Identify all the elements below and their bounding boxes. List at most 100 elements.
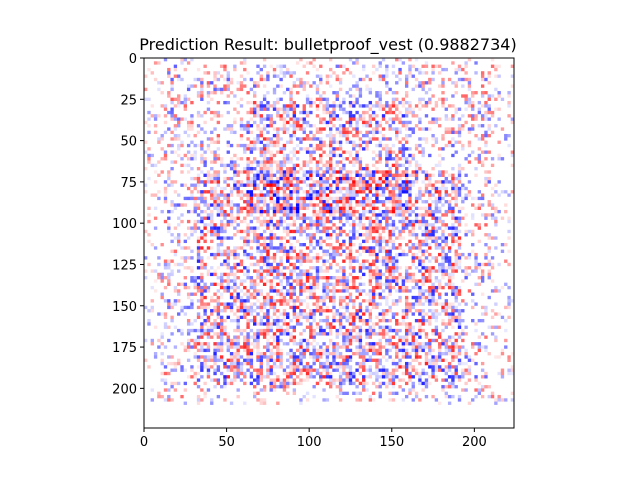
- heatmap-cell: [421, 295, 425, 300]
- heatmap-cell: [223, 170, 227, 174]
- heatmap-cell: [507, 104, 511, 108]
- heatmap-cell: [504, 328, 508, 333]
- heatmap-cell: [305, 348, 310, 353]
- heatmap-cell: [203, 266, 207, 270]
- heatmap-cell: [203, 110, 207, 115]
- heatmap-cell: [477, 153, 482, 158]
- heatmap-cell: [441, 133, 445, 138]
- heatmap-cell: [362, 77, 366, 82]
- heatmap-cell: [246, 266, 250, 270]
- heatmap-cell: [335, 140, 339, 144]
- heatmap-cell: [279, 279, 283, 283]
- heatmap-cell: [358, 77, 363, 82]
- heatmap-cell: [464, 71, 468, 75]
- heatmap-cell: [272, 358, 277, 362]
- heatmap-cell: [434, 361, 439, 366]
- heatmap-cell: [312, 147, 316, 151]
- heatmap-cell: [292, 100, 297, 105]
- heatmap-cell: [262, 193, 267, 197]
- heatmap-cell: [305, 170, 310, 174]
- heatmap-cell: [266, 130, 270, 135]
- heatmap-cell: [325, 153, 330, 158]
- heatmap-cell: [391, 176, 396, 181]
- heatmap-cell: [480, 117, 485, 121]
- heatmap-cell: [348, 322, 353, 326]
- heatmap-cell: [381, 259, 386, 263]
- heatmap-cell: [507, 302, 511, 306]
- heatmap-cell: [315, 239, 320, 244]
- heatmap-cell: [510, 299, 515, 303]
- heatmap-cell: [375, 137, 379, 141]
- heatmap-cell: [302, 147, 306, 151]
- heatmap-cell: [381, 147, 386, 151]
- heatmap-cell: [457, 140, 462, 144]
- heatmap-cell: [223, 127, 227, 131]
- heatmap-cell: [160, 91, 164, 95]
- heatmap-cell: [322, 104, 326, 108]
- heatmap-cell: [315, 276, 320, 280]
- heatmap-cell: [229, 361, 234, 366]
- heatmap-cell: [210, 150, 214, 154]
- heatmap-cell: [355, 100, 359, 105]
- heatmap-cell: [289, 97, 293, 101]
- heatmap-cell: [276, 299, 280, 303]
- heatmap-cell: [342, 110, 346, 115]
- heatmap-cell: [358, 352, 363, 356]
- heatmap-cell: [167, 259, 171, 263]
- heatmap-cell: [153, 269, 158, 273]
- heatmap-cell: [388, 348, 392, 353]
- heatmap-cell: [269, 289, 273, 293]
- heatmap-cell: [352, 315, 356, 320]
- heatmap-cell: [381, 58, 386, 62]
- heatmap-cell: [348, 332, 353, 336]
- heatmap-cell: [312, 219, 316, 224]
- heatmap-cell: [355, 120, 359, 125]
- heatmap-cell: [190, 176, 194, 181]
- heatmap-cell: [335, 226, 339, 230]
- heatmap-cell: [365, 335, 369, 339]
- heatmap-cell: [362, 120, 366, 125]
- heatmap-cell: [276, 100, 280, 105]
- heatmap-cell: [216, 348, 221, 353]
- heatmap-cell: [200, 348, 204, 353]
- heatmap-cell: [474, 256, 478, 260]
- heatmap-cell: [180, 262, 184, 267]
- heatmap-cell: [325, 279, 330, 283]
- heatmap-cell: [305, 203, 310, 207]
- heatmap-cell: [358, 226, 363, 230]
- heatmap-cell: [362, 233, 366, 237]
- heatmap-cell: [329, 206, 333, 211]
- heatmap-cell: [309, 335, 313, 339]
- heatmap-cell: [177, 147, 181, 151]
- heatmap-cell: [487, 233, 491, 237]
- heatmap-cell: [342, 249, 346, 253]
- heatmap-cell: [295, 209, 300, 214]
- heatmap-cell: [358, 180, 363, 184]
- heatmap-cell: [329, 127, 333, 131]
- heatmap-cell: [381, 137, 386, 141]
- heatmap-cell: [160, 104, 164, 108]
- heatmap-cell: [441, 322, 445, 326]
- heatmap-cell: [170, 100, 174, 105]
- heatmap-cell: [358, 137, 363, 141]
- heatmap-cell: [368, 332, 372, 336]
- heatmap-cell: [253, 269, 257, 273]
- heatmap-cell: [302, 259, 306, 263]
- heatmap-cell: [299, 299, 303, 303]
- heatmap-cell: [411, 127, 415, 131]
- heatmap-cell: [223, 325, 227, 329]
- heatmap-cell: [490, 266, 495, 270]
- heatmap-cell: [322, 328, 326, 333]
- heatmap-cell: [286, 180, 290, 184]
- heatmap-cell: [236, 186, 240, 191]
- heatmap-cell: [388, 233, 392, 237]
- heatmap-cell: [200, 322, 204, 326]
- heatmap-cell: [424, 200, 429, 204]
- heatmap-cell: [243, 58, 247, 62]
- heatmap-cell: [180, 282, 184, 286]
- heatmap-cell: [411, 325, 415, 329]
- heatmap-cell: [266, 252, 270, 257]
- heatmap-cell: [239, 137, 244, 141]
- heatmap-cell: [299, 352, 303, 356]
- heatmap-cell: [385, 256, 389, 260]
